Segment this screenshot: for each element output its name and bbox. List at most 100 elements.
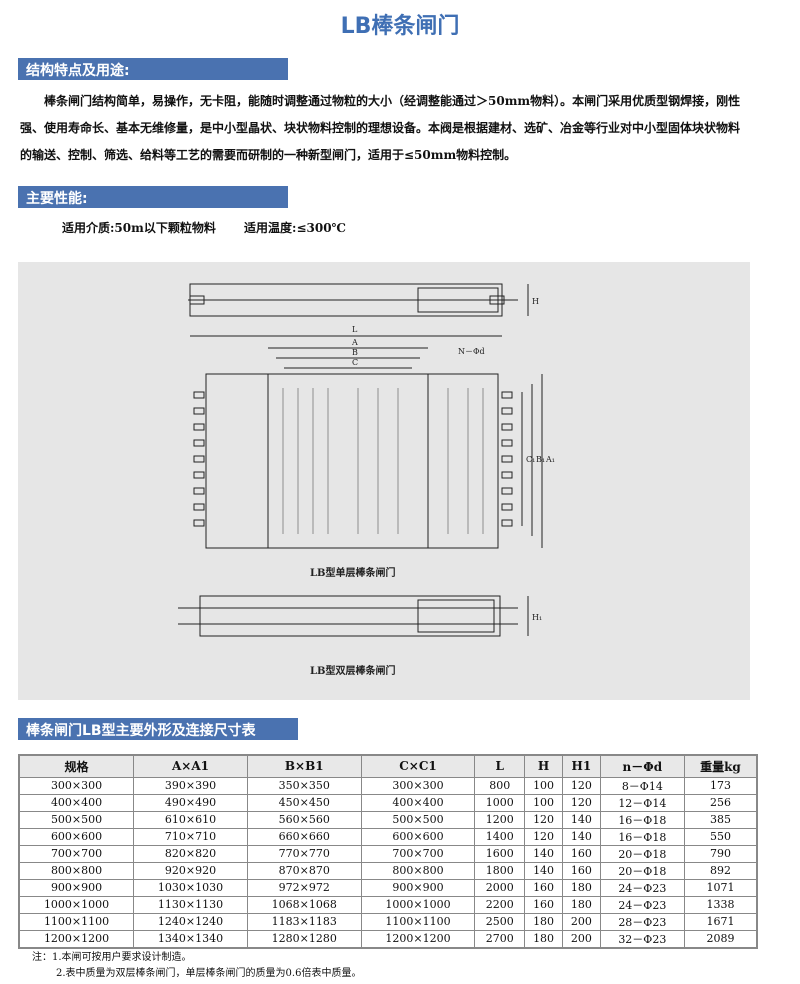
column-header: H1 [561, 754, 601, 778]
table-cell: 800 [474, 776, 526, 795]
table-cell: 8－Φ14 [599, 776, 685, 795]
label-nd: N－Φd [458, 347, 485, 356]
table-cell: 1800 [474, 861, 526, 880]
description: 棒条闸门结构简单，易操作，无卡阻，能随时调整通过物粒的大小（经调整能通过＞50m… [20, 88, 750, 169]
table-cell: 1071 [683, 878, 758, 897]
caption-double-layer: LB型双层棒条闸门 [310, 664, 395, 677]
table-cell: 173 [683, 776, 758, 795]
table-row: 1100×1100 1240×1240 1183×1183 1100×1100 2500… [18, 912, 758, 931]
label-b: B [352, 348, 358, 357]
table-cell: 1100×1100 [18, 912, 135, 931]
table-cell: 1030×1030 [133, 878, 248, 897]
table-cell: 2500 [474, 912, 526, 931]
dimension-table: 规格 A×A1 B×B1 C×C1 L H H1 n－Φd 重量kg 300×300 390×39… [18, 754, 758, 949]
table-row: 300×300 390×390 350×350 300×300 800 100 120 8－Φ… [18, 776, 758, 795]
table-cell: 120 [561, 793, 601, 812]
table-cell: 1100×1100 [360, 912, 476, 931]
double-layer-view: H₁ LB型双层棒条闸门 [178, 595, 542, 677]
table-cell: 870×870 [246, 861, 362, 880]
page-title: LB棒条闸门 [340, 14, 460, 39]
table-cell: 1000 [474, 793, 526, 812]
table-cell: 1338 [683, 895, 758, 914]
section-header-structure: 结构特点及用途: [18, 58, 288, 80]
table-cell: 1200×1200 [18, 929, 135, 948]
table-cell: 1000×1000 [18, 895, 135, 914]
table-cell: 200 [561, 929, 601, 948]
table-cell: 2700 [474, 929, 526, 948]
table-row: 500×500 610×610 560×560 500×500 1200 120 140 16… [18, 810, 758, 829]
column-header: C×C1 [360, 754, 476, 778]
table-cell: 790 [683, 844, 758, 863]
table-cell: 1340×1340 [133, 929, 248, 948]
column-header: n－Φd [599, 754, 685, 778]
table-cell: 180 [561, 895, 601, 914]
label-a1: A₁ [545, 455, 555, 464]
table-cell: 160 [524, 878, 563, 897]
table-cell: 140 [561, 827, 601, 846]
table-cell: 350×350 [246, 776, 362, 795]
note-1: 注：1.本闸可按用户要求设计制造。 [32, 952, 192, 963]
table-row: 1000×1000 1130×1130 1068×1068 1000×1000 2200… [18, 895, 758, 914]
single-layer-view: L A B C N－Φd C₁ B₁ A₁ LB型单层棒条闸门 [190, 325, 555, 579]
notes: 注：1.本闸可按用户要求设计制造。 2.表中质量为双层棒条闸门，单层棒条闸门的质… [32, 950, 361, 982]
table-cell: 1240×1240 [133, 912, 248, 931]
column-header: 重量kg [683, 754, 758, 778]
table-cell: 610×610 [133, 810, 248, 829]
section-header-performance: 主要性能: [18, 186, 288, 208]
performance-specs: 适用介质:50m以下颗粒物料 适用温度:≤300℃ [62, 219, 370, 236]
table-cell: 140 [524, 861, 563, 880]
temperature-spec: 适用温度:≤300℃ [244, 221, 346, 235]
table-cell: 1400 [474, 827, 526, 846]
caption-single-layer: LB型单层棒条闸门 [310, 566, 395, 579]
technical-drawing: H L A B C N－Φd C₁ B₁ A₁ LB型单层棒条闸门 H₁ LB型… [18, 262, 750, 700]
table-cell: 400×400 [360, 793, 476, 812]
table-cell: 32－Φ23 [599, 929, 685, 948]
label-l: L [352, 325, 358, 334]
table-cell: 20－Φ18 [599, 844, 685, 863]
table-cell: 180 [524, 929, 563, 948]
table-row: 900×900 1030×1030 972×972 900×900 2000 160 180… [18, 878, 758, 897]
table-cell: 300×300 [360, 776, 476, 795]
label-b1: B₁ [536, 455, 545, 464]
description-text: 棒条闸门结构简单，易操作，无卡阻，能随时调整通过物粒的大小（经调整能通过＞50m… [20, 94, 741, 162]
table-cell: 256 [683, 793, 758, 812]
table-cell: 450×450 [246, 793, 362, 812]
table-cell: 12－Φ14 [599, 793, 685, 812]
table-cell: 892 [683, 861, 758, 880]
table-row: 800×800 920×920 870×870 800×800 1800 140 160 20… [18, 861, 758, 880]
label-a: A [351, 338, 358, 347]
table-cell: 24－Φ23 [599, 895, 685, 914]
table-cell: 100 [524, 776, 563, 795]
table-cell: 1671 [683, 912, 758, 931]
table-cell: 24－Φ23 [599, 878, 685, 897]
table-cell: 100 [524, 793, 563, 812]
table-cell: 28－Φ23 [599, 912, 685, 931]
table-cell: 700×700 [360, 844, 476, 863]
table-cell: 400×400 [18, 793, 135, 812]
table-cell: 120 [524, 810, 563, 829]
table-cell: 1200×1200 [360, 929, 476, 948]
table-cell: 2200 [474, 895, 526, 914]
column-header: L [474, 754, 526, 778]
table-cell: 972×972 [246, 878, 362, 897]
table-cell: 120 [524, 827, 563, 846]
table-cell: 560×560 [246, 810, 362, 829]
table-cell: 160 [524, 895, 563, 914]
table-header-row: 规格 A×A1 B×B1 C×C1 L H H1 n－Φd 重量kg [18, 754, 758, 778]
table-cell: 820×820 [133, 844, 248, 863]
label-h1: H₁ [532, 613, 542, 622]
column-header: A×A1 [133, 754, 248, 778]
table-cell: 385 [683, 810, 758, 829]
table-cell: 1068×1068 [246, 895, 362, 914]
table-cell: 710×710 [133, 827, 248, 846]
column-header: H [524, 754, 563, 778]
table-cell: 160 [561, 861, 601, 880]
table-cell: 180 [524, 912, 563, 931]
table-row: 700×700 820×820 770×770 700×700 1600 140 160 20… [18, 844, 758, 863]
table-cell: 800×800 [360, 861, 476, 880]
note-2: 2.表中质量为双层棒条闸门，单层棒条闸门的质量为0.6倍表中质量。 [56, 968, 362, 979]
table-cell: 16－Φ18 [599, 827, 685, 846]
label-c: C [352, 358, 358, 367]
table-cell: 120 [561, 776, 601, 795]
table-cell: 800×800 [18, 861, 135, 880]
